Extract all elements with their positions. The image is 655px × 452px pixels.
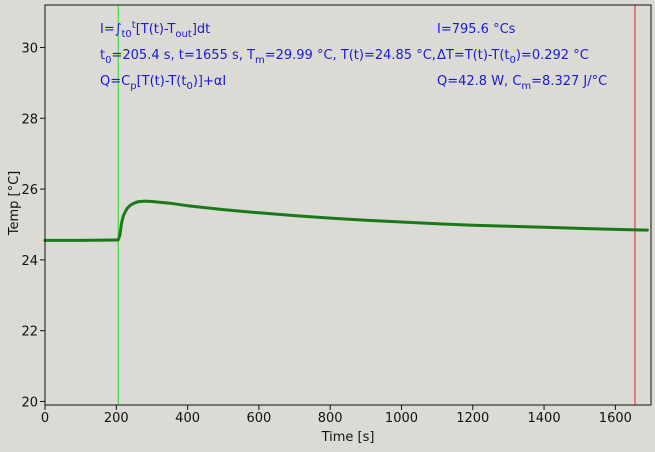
x-tick-label: 1600 [599,411,632,426]
annotation-delta-temperature: ΔT=T(t)-T(t0)=0.292 °C [437,48,589,66]
annotation-power-equation: Q=Cp[T(t)-T(t0)]+αI [100,74,226,92]
x-tick-label: 0 [41,411,49,426]
annotation-integral-value: I=795.6 °Cs [437,22,516,37]
annotation-block: I=∫t0t[T(t)-Tout]dt t0=205.4 s, t=1655 s… [100,20,607,92]
plot-area: 0 200 400 600 800 1000 1200 1400 1600 20 22 24 26 28 3… [21,4,652,426]
x-tick-label: 1400 [528,411,561,426]
annotation-time-parameters: t0=205.4 s, t=1655 s, Tm=29.99 °C, T(t)=… [100,48,436,66]
x-tick-label: 800 [318,411,343,426]
x-tick-label: 200 [104,411,129,426]
annotation-power-capacity: Q=42.8 W, Cm=8.327 J/°C [437,74,607,92]
y-tick-label: 28 [21,112,38,127]
x-tick-label: 1000 [385,411,418,426]
y-tick-label: 24 [21,254,38,269]
plot-frame [44,4,652,406]
y-tick-label: 26 [21,183,38,198]
y-tick-label: 22 [21,325,38,340]
x-tick-label: 1200 [456,411,489,426]
x-tick-label: 400 [175,411,200,426]
y-axis-title: Temp [°C] [7,171,22,237]
annotation-integral-definition: I=∫t0t[T(t)-Tout]dt [100,20,210,40]
x-tick-label: 600 [246,411,271,426]
temperature-series-line [43,199,649,242]
x-axis-title: Time [s] [321,430,375,445]
y-tick-label: 20 [21,395,38,410]
y-tick-label: 30 [21,41,38,56]
